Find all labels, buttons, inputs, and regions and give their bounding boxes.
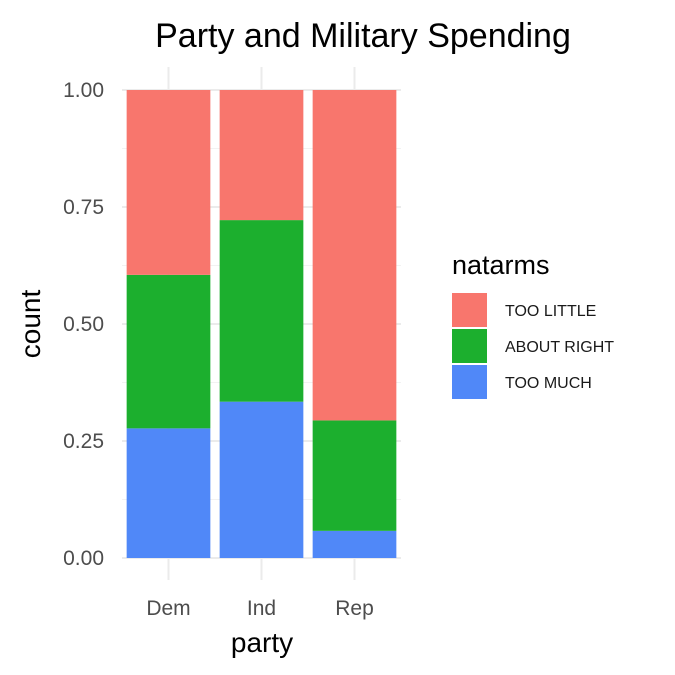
y-tick-label: 0.00: [63, 547, 104, 570]
legend-label: TOO MUCH: [505, 375, 592, 392]
y-tick-label: 0.25: [63, 430, 104, 453]
legend-label: ABOUT RIGHT: [505, 339, 614, 356]
chart-title: Party and Military Spending: [155, 17, 571, 55]
bar-rep-too-little: [312, 90, 397, 421]
y-tick-label: 0.50: [63, 313, 104, 336]
y-tick-label: 0.75: [63, 196, 104, 219]
legend-key: [452, 365, 487, 399]
bar-rep-about-right: [312, 420, 397, 531]
legend-key: [452, 293, 487, 327]
legend-key: [452, 329, 487, 363]
x-tick-label: Ind: [247, 597, 276, 620]
bar-ind-too-much: [219, 401, 304, 558]
x-tick-label: Rep: [335, 597, 374, 620]
y-axis-title: count: [15, 290, 46, 359]
bar-rep-too-much: [312, 530, 397, 558]
x-axis-title: party: [231, 627, 293, 658]
plot-area: 0.00 0.25 0.50 0.75 1.00 Dem Ind Rep: [63, 67, 401, 620]
bar-dem-too-little: [126, 90, 211, 275]
bar-ind-about-right: [219, 220, 304, 402]
bar-dem-too-much: [126, 428, 211, 558]
x-tick-label: Dem: [146, 597, 190, 620]
legend-label: TOO LITTLE: [505, 303, 596, 320]
legend: natarms TOO LITTLE ABOUT RIGHT TOO MUCH: [452, 250, 614, 399]
bar-dem-about-right: [126, 274, 211, 429]
bar-ind-too-little: [219, 90, 304, 221]
legend-title: natarms: [452, 250, 550, 280]
y-tick-label: 1.00: [63, 79, 104, 102]
